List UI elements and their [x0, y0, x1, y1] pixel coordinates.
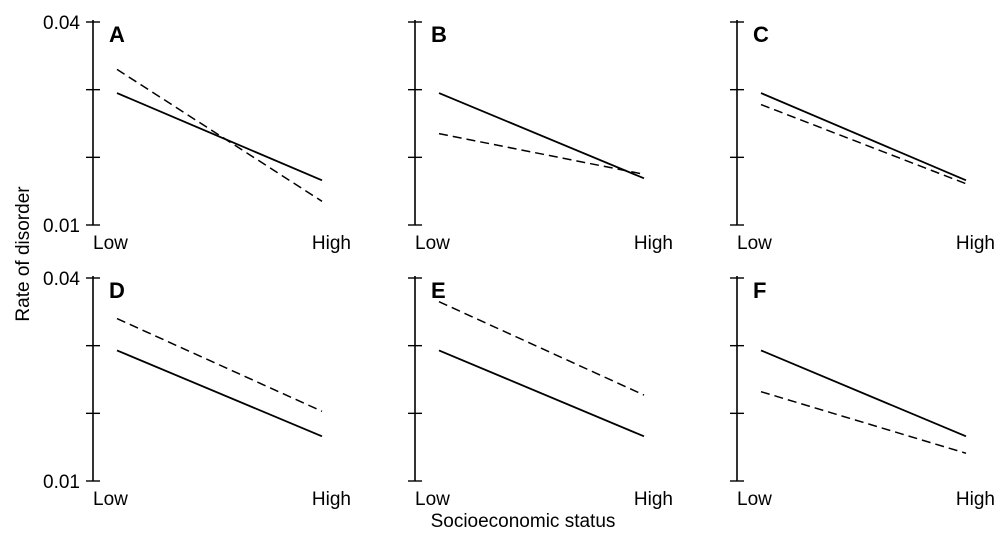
x-axis-title: Socioeconomic status [431, 511, 616, 532]
series-line-solid [760, 349, 967, 438]
x-tick-label-high: High [956, 489, 995, 510]
x-tick-label-low: Low [415, 233, 450, 254]
panel-label: E [431, 278, 446, 303]
x-tick-label-high: High [312, 233, 351, 254]
panel-f: F Low High [730, 276, 995, 510]
x-tick-label-high: High [312, 489, 351, 510]
series-line-dashed [116, 317, 323, 412]
panel-label: C [753, 22, 769, 47]
series-line-dashed [438, 132, 645, 175]
series-line-dashed [760, 390, 967, 454]
panel-e: E Low High [408, 276, 673, 510]
panel-a: 0.04 0.01 A Low High [43, 13, 351, 254]
x-tick-label-low: Low [93, 489, 128, 510]
series-line-solid [116, 349, 323, 438]
y-axis-title: Rate of disorder [13, 186, 34, 322]
x-tick-label-low: Low [415, 489, 450, 510]
series-line-dashed [760, 103, 967, 185]
x-tick-label-high: High [634, 233, 673, 254]
y-tick-label-min: 0.01 [43, 216, 80, 237]
x-tick-label-low: Low [93, 233, 128, 254]
x-tick-label-high: High [956, 233, 995, 254]
panel-label: F [753, 278, 766, 303]
x-tick-label-low: Low [737, 489, 772, 510]
series-line-solid [438, 92, 645, 180]
x-tick-label-high: High [634, 489, 673, 510]
y-tick-label-min: 0.01 [43, 472, 80, 493]
panel-label: B [431, 22, 447, 47]
panel-label: D [109, 278, 125, 303]
series-line-dashed [438, 301, 645, 396]
x-tick-label-low: Low [737, 233, 772, 254]
panel-d: 0.04 0.01 D Low High [43, 269, 351, 510]
series-line-solid [438, 349, 645, 438]
panel-b: B Low High [408, 20, 673, 254]
panel-grid: 0.04 0.01 A Low High B Low High C Low High 0.04 0.01… [43, 13, 995, 510]
series-line-dashed [116, 68, 323, 202]
panel-label: A [109, 22, 125, 47]
series-line-solid [760, 92, 967, 182]
y-tick-label-max: 0.04 [43, 13, 80, 34]
panel-c: C Low High [730, 20, 995, 254]
y-tick-label-max: 0.04 [43, 269, 80, 290]
series-line-solid [116, 92, 323, 182]
